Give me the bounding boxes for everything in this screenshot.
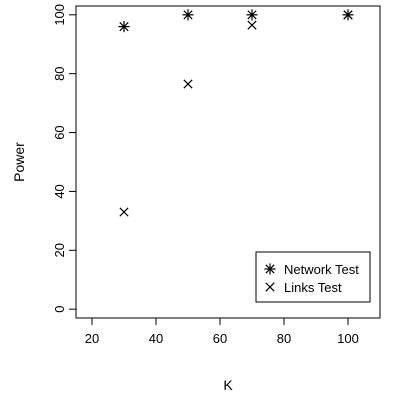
y-tick-label: 20 (52, 243, 67, 257)
legend-entry: Links Test (284, 280, 342, 295)
y-axis: 0 20 40 60 80 100 (52, 4, 77, 313)
x-axis: 20 40 60 80 100 (85, 317, 359, 346)
y-tick-label: 40 (52, 184, 67, 198)
data-points (118, 9, 354, 217)
data-point-links (183, 79, 193, 89)
data-point-links (119, 207, 129, 217)
data-point-network (182, 9, 194, 21)
x-tick-label: 20 (85, 331, 99, 346)
y-tick-label: 0 (52, 306, 67, 313)
y-axis-label: Power (11, 142, 27, 182)
data-point-links (343, 10, 353, 20)
x-tick-label: 40 (149, 331, 163, 346)
legend: Network Test Links Test (255, 251, 371, 303)
x-tick-label: 80 (277, 331, 291, 346)
legend-entry: Network Test (284, 262, 359, 277)
legend-marker (264, 263, 276, 275)
y-tick-label: 60 (52, 125, 67, 139)
data-point-network (118, 21, 130, 33)
x-tick-label: 60 (213, 331, 227, 346)
x-tick-label: 100 (337, 331, 359, 346)
data-point-links (247, 20, 257, 30)
x-axis-label: K (223, 377, 233, 393)
legend-box (255, 251, 371, 303)
legend-marker (265, 282, 275, 292)
data-point-network (246, 9, 258, 21)
y-tick-label: 80 (52, 66, 67, 80)
y-tick-label: 100 (52, 4, 67, 26)
